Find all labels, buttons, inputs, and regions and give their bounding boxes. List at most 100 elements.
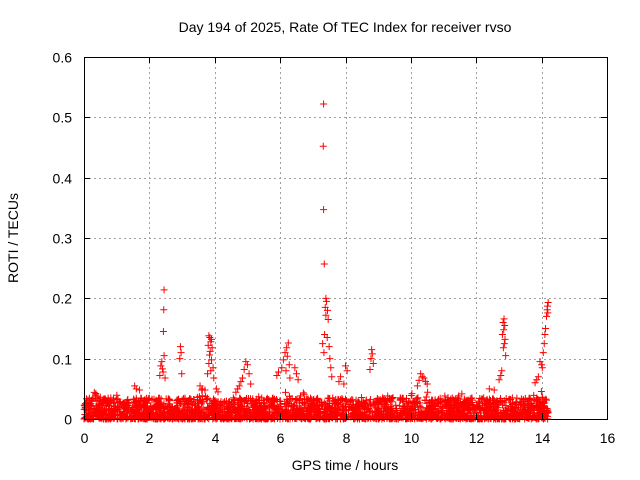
data-point xyxy=(533,402,541,410)
data-point xyxy=(294,376,302,384)
data-point xyxy=(149,405,157,413)
data-point xyxy=(542,325,550,332)
data-point xyxy=(356,404,364,412)
data-point xyxy=(237,378,245,386)
data-point xyxy=(541,331,549,339)
data-point xyxy=(464,396,472,404)
data-point xyxy=(498,398,506,406)
data-point xyxy=(539,349,547,357)
data-point xyxy=(227,399,235,407)
data-point xyxy=(244,403,252,411)
data-point xyxy=(206,334,214,342)
data-point xyxy=(434,399,442,407)
data-point xyxy=(488,405,496,413)
data-point xyxy=(317,401,325,409)
data-point xyxy=(534,415,542,423)
data-point xyxy=(214,388,222,396)
data-point xyxy=(300,400,308,408)
data-point xyxy=(408,390,416,398)
data-point xyxy=(285,361,293,369)
data-point xyxy=(192,410,200,418)
data-point xyxy=(349,396,357,404)
data-point xyxy=(340,402,348,410)
data-point xyxy=(371,400,379,408)
data-point xyxy=(86,401,94,409)
data-point xyxy=(452,410,460,418)
data-point xyxy=(161,374,169,382)
data-point xyxy=(323,297,331,305)
data-point xyxy=(147,409,155,417)
data-point xyxy=(207,338,215,346)
data-point xyxy=(211,398,219,406)
data-point xyxy=(471,404,479,412)
data-point xyxy=(339,412,347,420)
data-point xyxy=(320,206,328,214)
data-point xyxy=(157,407,165,415)
data-point xyxy=(422,409,430,417)
data-point xyxy=(535,410,543,418)
data-point xyxy=(102,405,110,413)
data-point xyxy=(311,401,319,409)
data-point xyxy=(118,414,126,422)
data-point xyxy=(142,399,150,407)
y-tick-label: 0.3 xyxy=(53,231,73,247)
data-point xyxy=(292,395,300,403)
data-point xyxy=(467,414,475,422)
data-point xyxy=(148,395,156,403)
data-point xyxy=(273,372,281,380)
data-point xyxy=(278,364,286,372)
data-point xyxy=(335,378,343,386)
data-point xyxy=(205,411,213,419)
data-point xyxy=(191,411,199,419)
data-point xyxy=(101,396,109,404)
x-tick-label: 16 xyxy=(600,430,616,446)
data-point xyxy=(337,373,345,381)
data-point xyxy=(464,415,472,423)
data-point xyxy=(457,412,465,420)
data-point xyxy=(322,311,330,319)
data-point xyxy=(176,343,184,351)
data-point xyxy=(544,299,552,307)
data-point xyxy=(316,406,324,414)
data-point xyxy=(399,402,407,410)
data-point xyxy=(414,394,422,402)
data-point xyxy=(421,397,429,405)
data-point xyxy=(518,400,526,408)
data-point xyxy=(491,399,499,407)
data-point xyxy=(153,400,161,408)
data-point xyxy=(320,349,328,357)
data-point xyxy=(367,355,375,363)
data-point xyxy=(205,359,213,367)
y-tick-labels: 0 0.1 0.2 0.3 0.4 0.5 0.6 xyxy=(53,50,73,428)
data-point xyxy=(241,410,249,418)
x-tick-label: 6 xyxy=(277,430,285,446)
data-point xyxy=(337,396,345,404)
y-tick-label: 0 xyxy=(64,412,72,428)
data-point xyxy=(399,394,407,402)
data-point xyxy=(297,392,305,400)
data-point xyxy=(534,373,542,381)
data-point xyxy=(232,388,240,396)
x-axis-label: GPS time / hours xyxy=(292,457,399,473)
data-point xyxy=(283,344,291,352)
data-point xyxy=(293,397,301,405)
data-point xyxy=(415,407,423,415)
y-tick-label: 0.1 xyxy=(53,352,73,368)
data-point xyxy=(82,401,90,409)
data-point xyxy=(536,358,544,366)
data-point xyxy=(270,410,278,418)
data-point xyxy=(495,376,503,384)
data-point xyxy=(275,407,283,415)
data-point xyxy=(190,395,198,403)
data-point xyxy=(483,395,491,403)
data-point xyxy=(164,404,172,412)
data-point xyxy=(124,398,132,406)
data-point xyxy=(262,403,270,411)
data-point xyxy=(122,415,130,423)
x-tick-label: 4 xyxy=(212,430,220,446)
data-point xyxy=(160,306,168,314)
data-point xyxy=(281,349,289,357)
data-point xyxy=(427,404,435,412)
data-point xyxy=(326,394,334,402)
